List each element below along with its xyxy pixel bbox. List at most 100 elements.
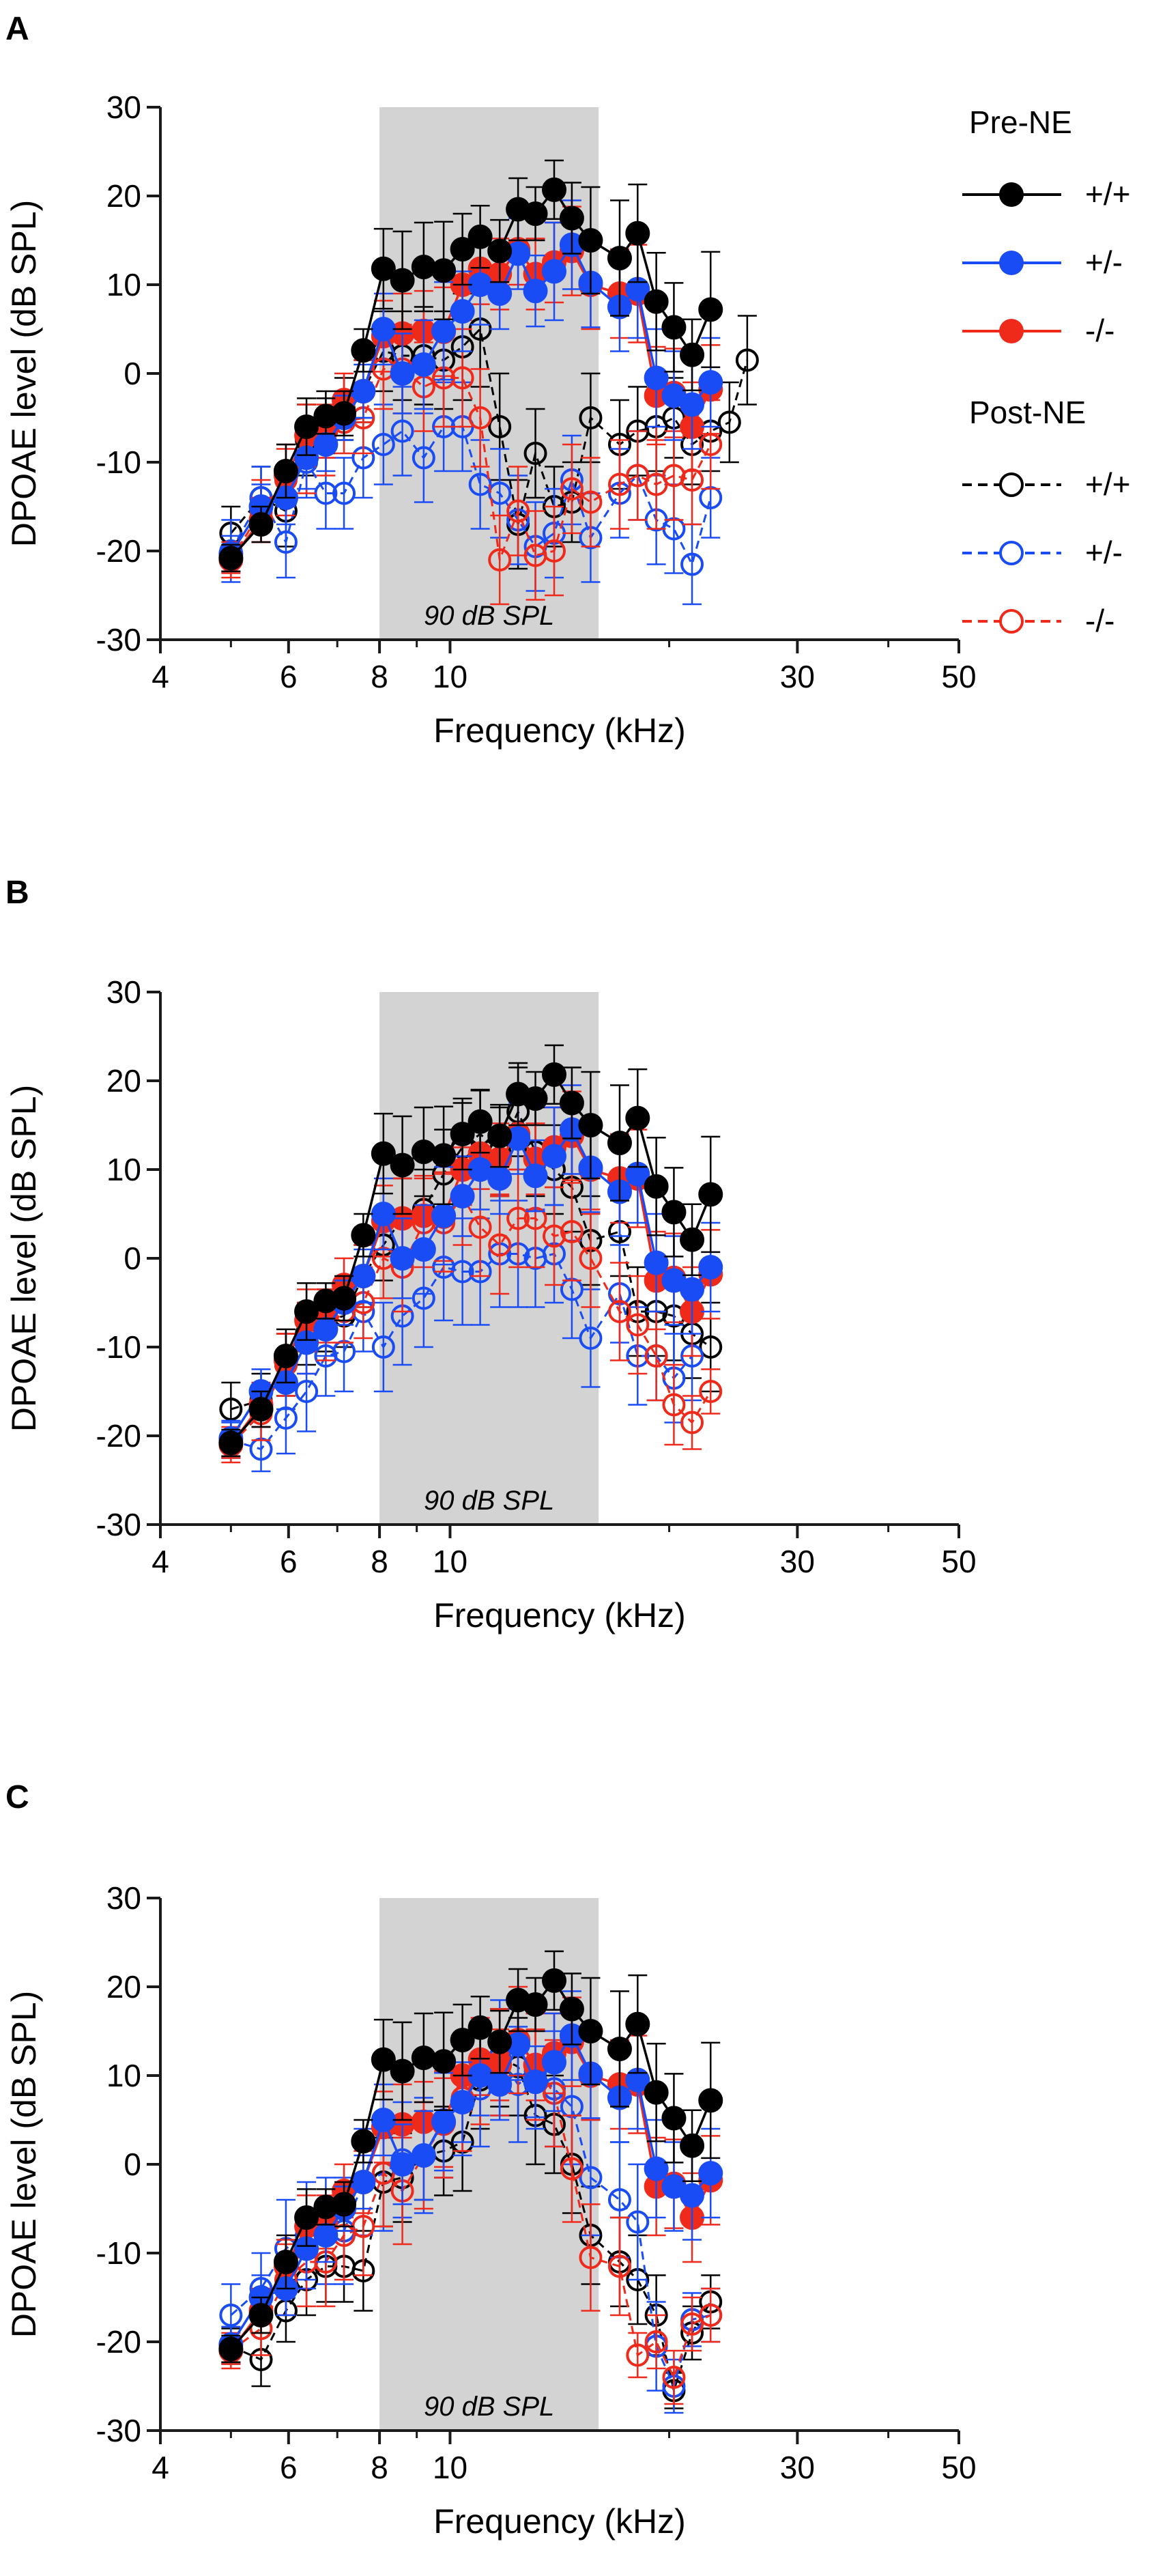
data-point (698, 370, 723, 395)
data-point (680, 2312, 704, 2336)
legend-pre-heterozygous-label: +/- (1085, 244, 1123, 280)
data-point (644, 1250, 669, 1275)
legend-marker-filled (999, 319, 1024, 343)
data-point (661, 2106, 687, 2131)
legend-marker-filled (999, 251, 1024, 275)
data-point (626, 1313, 650, 1337)
panel-c-y-tick-label: -10 (96, 2235, 141, 2271)
data-point (523, 543, 547, 567)
data-point (351, 2170, 376, 2194)
data-point (371, 2047, 396, 2072)
data-point (488, 481, 512, 505)
data-point (523, 279, 548, 304)
data-point (468, 472, 492, 496)
data-point (219, 1398, 243, 1421)
data-point (680, 342, 705, 367)
data-point (218, 546, 244, 571)
panel-a-x-tick-label: 30 (780, 659, 815, 694)
data-point (249, 1437, 273, 1461)
data-point (680, 2183, 705, 2208)
panel-a-y-tick-label: 20 (106, 178, 141, 214)
data-point (698, 2088, 723, 2113)
data-point (542, 177, 567, 202)
legend-pre-knockout: -/- (962, 313, 1114, 348)
data-point (579, 2166, 603, 2190)
data-point (351, 2129, 376, 2154)
data-point (523, 1992, 548, 2017)
panel-c-x-tick-label: 6 (280, 2450, 298, 2485)
data-point (698, 1182, 723, 1207)
data-point (450, 299, 475, 324)
panel-c-x-tick-label: 4 (152, 2450, 169, 2485)
data-point (390, 361, 415, 386)
data-point (487, 1166, 513, 1191)
data-point (699, 2304, 723, 2327)
data-point (626, 464, 650, 487)
data-point (467, 1109, 493, 1134)
panel-b-x-tick-label: 6 (280, 1544, 298, 1579)
data-point (559, 1996, 584, 2022)
data-point (644, 2080, 669, 2105)
data-point (411, 1237, 436, 1262)
data-point (390, 419, 414, 443)
panel-b-axes: -30 -20 -10 0 10 20 30 4 6 8 10 30 50 (96, 974, 977, 1579)
data-point (468, 1215, 492, 1239)
data-point (488, 1233, 512, 1257)
data-point (578, 2019, 603, 2043)
panel-b-y-tick-label: -30 (96, 1507, 141, 1542)
legend-post-wildtype-label: +/+ (1085, 466, 1131, 502)
legend-pre-knockout-label: -/- (1085, 313, 1114, 348)
data-point (487, 2029, 513, 2054)
panel-c-x-tick-label: 10 (433, 2450, 467, 2485)
data-point (487, 1123, 513, 1148)
panel-c-y-tick-label: 0 (124, 2147, 141, 2182)
data-point (450, 366, 474, 390)
data-point (351, 379, 376, 404)
data-point (294, 2205, 319, 2230)
panel-b-y-axis-title: DPOAE level (dB SPL) (5, 1085, 43, 1432)
data-point (411, 2046, 436, 2070)
data-point (523, 1086, 548, 1111)
panel-b-y-tick-label: 10 (106, 1152, 141, 1187)
panel-c-y-axis-title: DPOAE level (dB SPL) (5, 1991, 43, 2338)
data-point (468, 406, 492, 429)
data-point (680, 2133, 705, 2158)
panel-c-x-tick-label: 50 (941, 2450, 976, 2485)
data-point (560, 2095, 584, 2119)
legend-post-heterozygous-label: +/- (1085, 535, 1123, 570)
data-point (390, 1246, 415, 1271)
data-point (699, 1335, 723, 1359)
data-point (543, 539, 566, 563)
data-point (488, 415, 512, 438)
data-point (487, 2072, 513, 2097)
data-point (543, 1224, 566, 1248)
data-point (274, 1406, 298, 1430)
panel-c-x-axis-title: Frequency (kHz) (433, 2502, 686, 2540)
panel-b-band-label: 90 dB SPL (424, 1486, 554, 1516)
data-point (313, 432, 339, 457)
data-point (607, 1300, 631, 1323)
panel-b-x-tick-label: 30 (780, 1544, 815, 1579)
data-point (450, 2090, 475, 2114)
legend-pre-ne-title: Pre-NE (969, 104, 1072, 140)
data-point (579, 1327, 603, 1350)
panel-a-x-tick-label: 10 (433, 659, 467, 694)
data-point (698, 2161, 723, 2185)
panel-a-y-tick-label: -10 (96, 444, 141, 480)
data-point (644, 1174, 669, 1199)
data-point (661, 1200, 687, 1225)
data-point (542, 1144, 567, 1169)
data-point (351, 1223, 376, 1248)
data-point (273, 1344, 298, 1368)
data-point (371, 256, 396, 281)
data-point (579, 2246, 603, 2269)
data-point (698, 297, 723, 322)
data-point (680, 468, 704, 492)
panel-b-x-tick-label: 8 (371, 1544, 388, 1579)
data-point (390, 2058, 415, 2084)
data-point (560, 1277, 584, 1301)
data-point (218, 1430, 244, 1456)
data-point (607, 1131, 632, 1155)
panel-c-y-tick-label: -30 (96, 2413, 141, 2448)
data-point (248, 512, 274, 537)
